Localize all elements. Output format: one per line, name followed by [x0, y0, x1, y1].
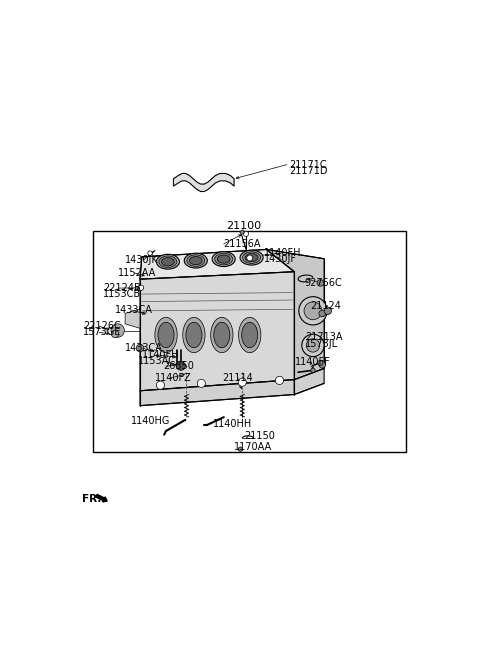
Text: 21171C: 21171C: [289, 159, 326, 170]
Circle shape: [319, 361, 325, 368]
Ellipse shape: [158, 322, 174, 348]
Text: 1140FZ: 1140FZ: [155, 373, 192, 383]
Ellipse shape: [190, 256, 202, 264]
Circle shape: [306, 338, 320, 352]
Circle shape: [276, 377, 284, 384]
Polygon shape: [240, 230, 244, 235]
Ellipse shape: [159, 256, 177, 268]
Circle shape: [319, 310, 325, 317]
Text: 1153CB: 1153CB: [103, 289, 141, 299]
Bar: [94, 231, 406, 452]
Text: 1140FF: 1140FF: [295, 357, 331, 367]
Circle shape: [318, 360, 323, 365]
Text: 1433CA: 1433CA: [115, 306, 153, 316]
Circle shape: [247, 255, 252, 261]
Ellipse shape: [242, 252, 261, 264]
Circle shape: [243, 231, 249, 236]
Ellipse shape: [184, 253, 207, 268]
Text: 1140FH: 1140FH: [142, 350, 180, 359]
Circle shape: [324, 307, 332, 314]
Circle shape: [238, 447, 243, 451]
Circle shape: [136, 344, 144, 352]
Text: 1140FH: 1140FH: [264, 248, 301, 258]
Circle shape: [111, 330, 119, 338]
Ellipse shape: [155, 318, 177, 353]
Circle shape: [302, 335, 324, 357]
Text: 1433CA: 1433CA: [125, 343, 163, 353]
Text: 1573GE: 1573GE: [83, 327, 121, 337]
Text: 1140HG: 1140HG: [131, 417, 170, 426]
Text: 1153AC: 1153AC: [138, 356, 176, 366]
Text: 21156A: 21156A: [224, 239, 261, 249]
Text: 1430JF: 1430JF: [264, 255, 297, 264]
Text: 1170AA: 1170AA: [234, 442, 272, 453]
Text: 22124B: 22124B: [103, 283, 141, 293]
Circle shape: [111, 324, 124, 337]
Text: 21713A: 21713A: [305, 332, 342, 342]
Circle shape: [311, 368, 315, 373]
Ellipse shape: [156, 255, 180, 269]
Text: 1140HH: 1140HH: [213, 419, 252, 428]
Circle shape: [177, 361, 185, 371]
Text: 1573JL: 1573JL: [305, 338, 338, 348]
Text: 21100: 21100: [227, 221, 262, 232]
Ellipse shape: [162, 258, 174, 266]
Circle shape: [156, 381, 165, 389]
Text: FR.: FR.: [83, 495, 102, 504]
Text: 22126C: 22126C: [83, 321, 121, 331]
Text: 21150: 21150: [244, 431, 275, 441]
Polygon shape: [140, 249, 294, 279]
Ellipse shape: [239, 318, 261, 353]
Ellipse shape: [240, 250, 263, 265]
Ellipse shape: [211, 318, 233, 353]
Text: 21114: 21114: [222, 373, 252, 383]
Circle shape: [197, 379, 205, 388]
Ellipse shape: [217, 255, 230, 263]
Text: 26350: 26350: [163, 361, 194, 371]
Ellipse shape: [186, 322, 202, 348]
Circle shape: [304, 302, 322, 319]
Circle shape: [139, 285, 144, 291]
Circle shape: [238, 378, 246, 386]
Circle shape: [317, 279, 324, 286]
Ellipse shape: [187, 255, 205, 266]
Text: 1430JK: 1430JK: [125, 255, 159, 265]
FancyArrow shape: [96, 495, 107, 502]
Ellipse shape: [214, 322, 230, 348]
Ellipse shape: [215, 253, 233, 265]
Ellipse shape: [212, 252, 235, 266]
Text: 21124: 21124: [310, 300, 341, 310]
Circle shape: [299, 297, 327, 325]
Polygon shape: [140, 272, 294, 391]
Circle shape: [148, 251, 152, 255]
Text: 92756C: 92756C: [305, 278, 343, 288]
Ellipse shape: [245, 253, 258, 262]
Ellipse shape: [183, 318, 205, 353]
Text: 21171D: 21171D: [289, 166, 327, 176]
Polygon shape: [125, 309, 140, 328]
Polygon shape: [266, 249, 324, 380]
Polygon shape: [173, 173, 234, 192]
Text: 1152AA: 1152AA: [118, 268, 156, 278]
Polygon shape: [140, 369, 324, 405]
Ellipse shape: [242, 322, 258, 348]
